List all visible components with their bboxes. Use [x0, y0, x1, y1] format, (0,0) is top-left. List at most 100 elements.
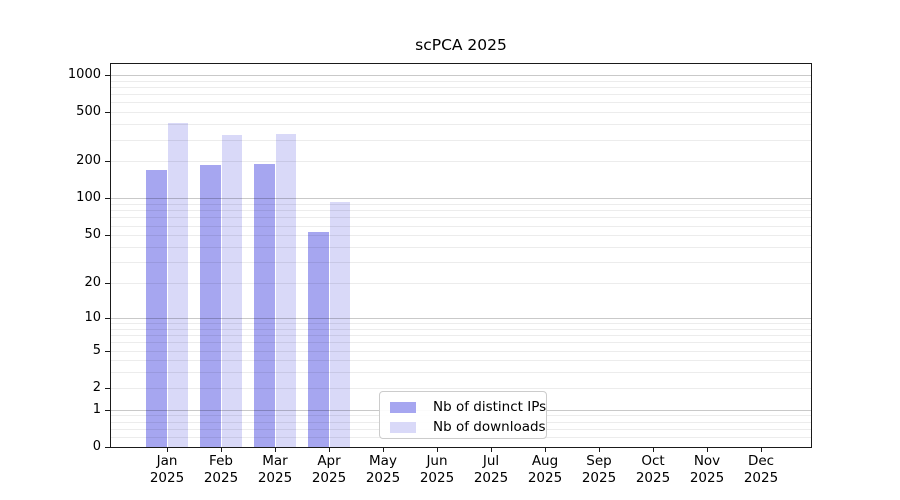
y-axis-tick-label: 500 — [76, 104, 101, 119]
y-axis-tick-label: 50 — [84, 227, 101, 242]
gridline-7 — [111, 335, 811, 336]
x-axis-tick — [221, 447, 222, 452]
bar-distinct-ips-mar — [253, 163, 275, 447]
x-axis-tick — [329, 447, 330, 452]
gridline-50 — [111, 235, 811, 236]
x-axis-tick — [275, 447, 276, 452]
month-label: Sep — [586, 453, 612, 469]
y-axis-tick-label: 20 — [84, 275, 101, 290]
gridline-500 — [111, 112, 811, 113]
y-axis-tick — [105, 318, 110, 319]
gridline-9 — [111, 323, 811, 324]
year-label: 2025 — [257, 470, 293, 486]
month-label: Jul — [482, 453, 500, 469]
y-axis-tick-label: 10 — [84, 310, 101, 325]
legend-label-distinct-ips: Nb of distinct IPs — [433, 399, 547, 415]
x-axis-tick — [437, 447, 438, 452]
year-label: 2025 — [473, 470, 509, 486]
gridline-10 — [111, 318, 811, 319]
x-axis-tick-label-jul: Jul 2025 — [463, 453, 519, 487]
x-axis-tick — [167, 447, 168, 452]
bar-downloads-jan — [167, 122, 188, 447]
y-axis-tick-label: 200 — [76, 153, 101, 168]
y-axis-tick — [105, 410, 110, 411]
gridline-5 — [111, 351, 811, 352]
x-axis-tick-label-dec: Dec 2025 — [733, 453, 789, 487]
year-label: 2025 — [527, 470, 563, 486]
gridline-20 — [111, 283, 811, 284]
gridline-30 — [111, 262, 811, 263]
y-axis-tick — [105, 112, 110, 113]
y-axis-tick-label: 5 — [92, 343, 101, 358]
x-axis-tick — [383, 447, 384, 452]
x-axis-tick-label-jan: Jan 2025 — [139, 453, 195, 487]
x-axis-tick-label-may: May 2025 — [355, 453, 411, 487]
year-label: 2025 — [581, 470, 617, 486]
y-axis-tick-label: 1 — [92, 402, 101, 417]
gridline-8 — [111, 329, 811, 330]
month-label: May — [369, 453, 397, 469]
year-label: 2025 — [419, 470, 455, 486]
y-axis-tick — [105, 198, 110, 199]
legend-swatch-distinct-ips — [390, 401, 416, 413]
x-axis-tick-label-feb: Feb 2025 — [193, 453, 249, 487]
y-axis-tick — [105, 351, 110, 352]
month-label: Nov — [693, 453, 721, 469]
x-axis-tick — [491, 447, 492, 452]
x-axis-tick — [761, 447, 762, 452]
year-label: 2025 — [743, 470, 779, 486]
x-axis-tick-label-apr: Apr 2025 — [301, 453, 357, 487]
gridline-700 — [111, 94, 811, 95]
legend-swatch-downloads — [390, 421, 416, 433]
gridline-90 — [111, 204, 811, 205]
bar-distinct-ips-apr — [307, 232, 329, 447]
year-label: 2025 — [635, 470, 671, 486]
y-axis-tick — [105, 447, 110, 448]
legend-label-downloads: Nb of downloads — [433, 419, 546, 435]
gridline-6 — [111, 342, 811, 343]
x-axis-tick-label-oct: Oct 2025 — [625, 453, 681, 487]
bar-downloads-apr — [329, 202, 350, 447]
y-axis-tick-label: 0 — [92, 439, 101, 454]
gridline-70 — [111, 217, 811, 218]
y-axis-tick-label: 1000 — [67, 67, 101, 82]
legend: Nb of distinct IPs Nb of downloads — [379, 391, 547, 439]
chart-title: scPCA 2025 — [415, 36, 507, 54]
month-label: Jun — [426, 453, 448, 469]
gridline-80 — [111, 210, 811, 211]
y-axis-tick — [105, 75, 110, 76]
gridline-2 — [111, 388, 811, 389]
y-axis-tick-label: 100 — [76, 190, 101, 205]
y-axis-tick — [105, 388, 110, 389]
gridline-300 — [111, 140, 811, 141]
month-label: Aug — [531, 453, 559, 469]
month-label: Apr — [317, 453, 341, 469]
x-axis-tick — [599, 447, 600, 452]
x-axis-tick-label-nov: Nov 2025 — [679, 453, 735, 487]
y-axis-tick-label: 2 — [92, 380, 101, 395]
year-label: 2025 — [149, 470, 185, 486]
bar-downloads-mar — [275, 134, 296, 447]
bar-distinct-ips-feb — [199, 164, 221, 447]
y-axis-tick — [105, 161, 110, 162]
y-axis-tick — [105, 235, 110, 236]
year-label: 2025 — [311, 470, 347, 486]
month-label: Oct — [641, 453, 665, 469]
gridline-900 — [111, 81, 811, 82]
gridline-40 — [111, 247, 811, 248]
year-label: 2025 — [203, 470, 239, 486]
month-label: Feb — [209, 453, 233, 469]
gridline-4 — [111, 360, 811, 361]
month-label: Dec — [747, 453, 775, 469]
x-axis-tick-label-mar: Mar 2025 — [247, 453, 303, 487]
bar-downloads-feb — [221, 135, 242, 447]
year-label: 2025 — [365, 470, 401, 486]
x-axis-tick-label-sep: Sep 2025 — [571, 453, 627, 487]
gridline-400 — [111, 124, 811, 125]
x-axis-tick — [707, 447, 708, 452]
gridline-60 — [111, 226, 811, 227]
x-axis-tick-label-jun: Jun 2025 — [409, 453, 465, 487]
x-axis-tick — [653, 447, 654, 452]
gridline-200 — [111, 161, 811, 162]
